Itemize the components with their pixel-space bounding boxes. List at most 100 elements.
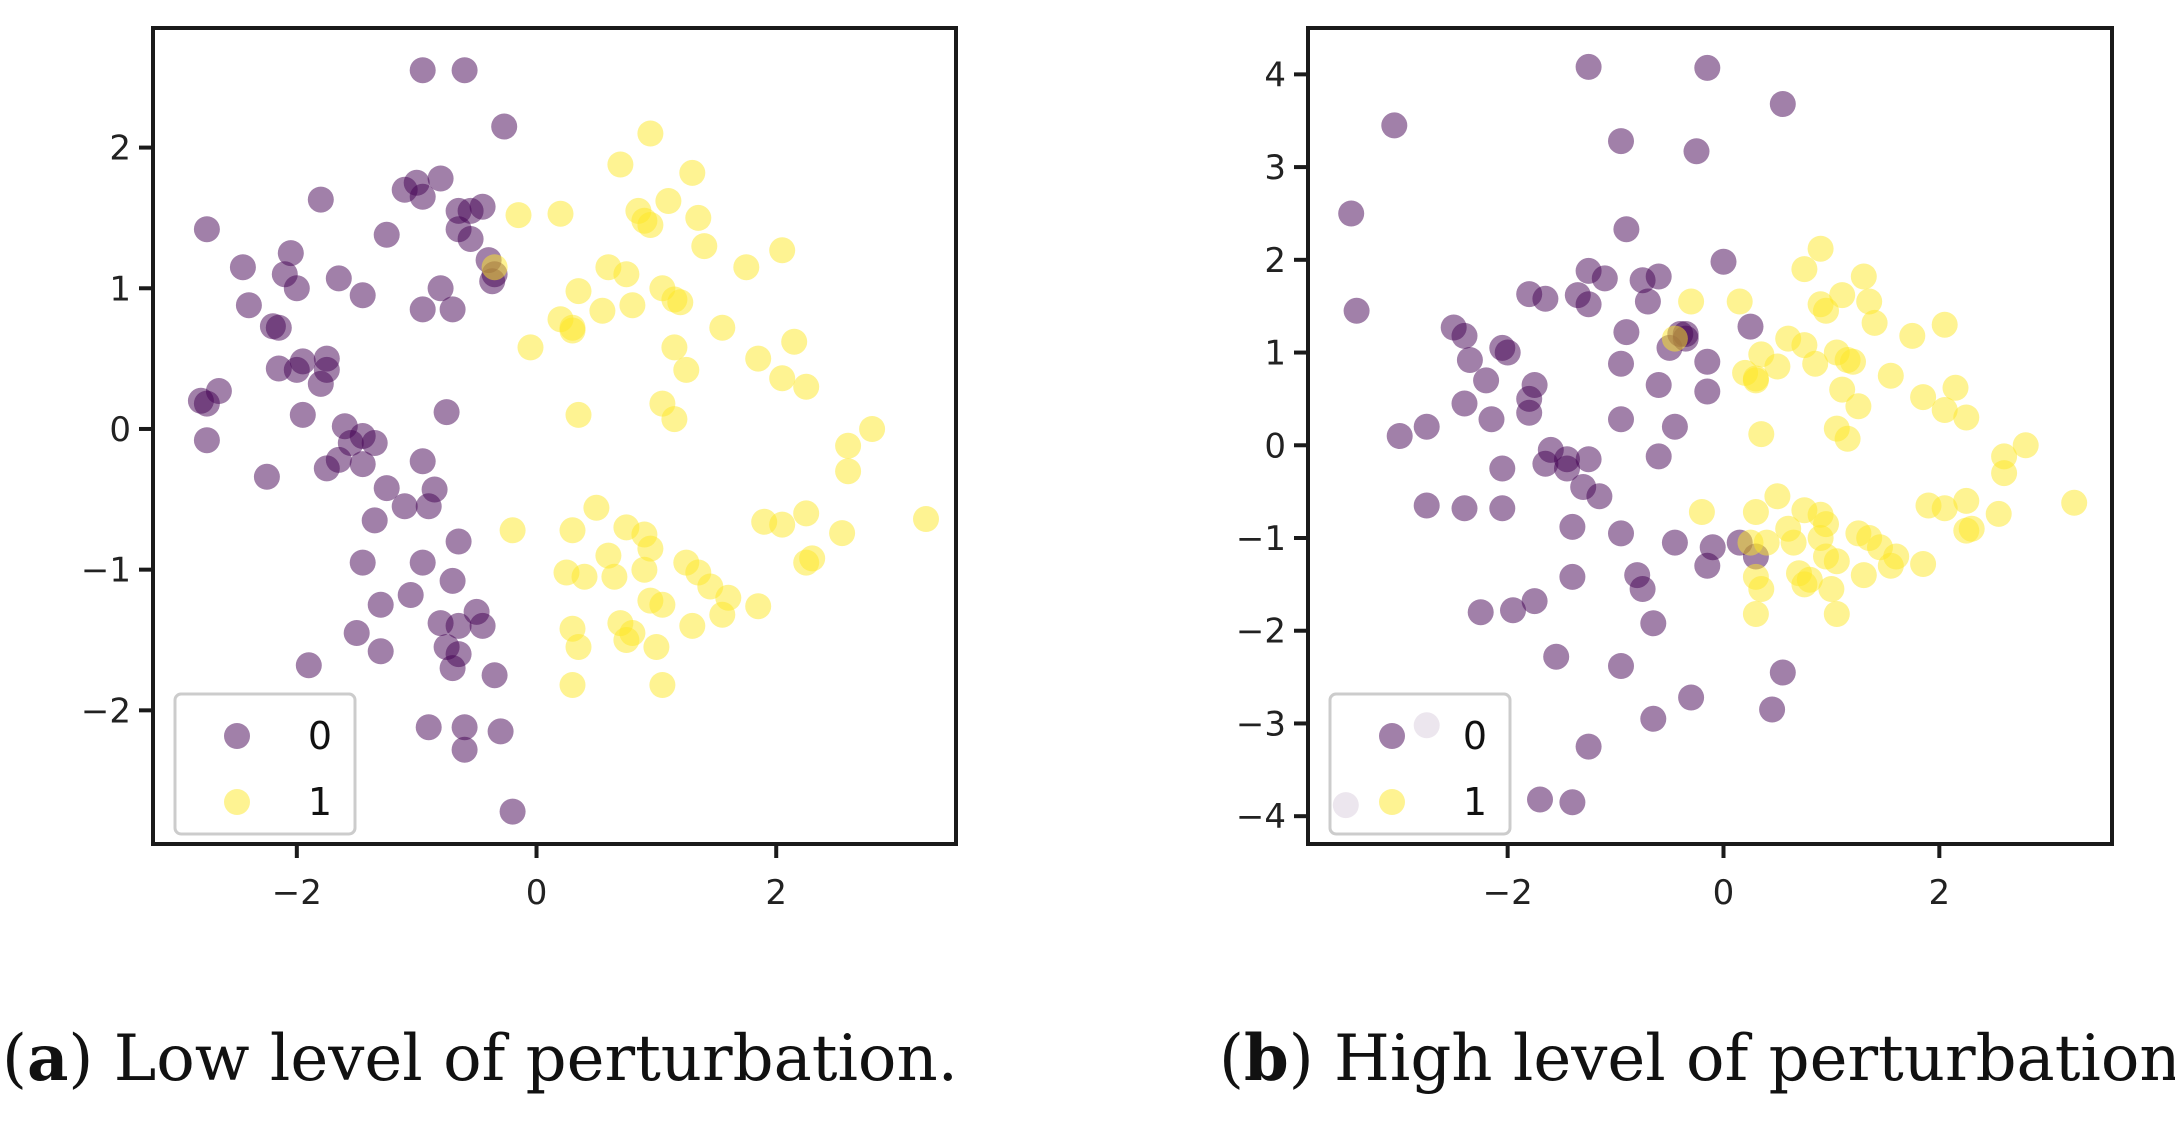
data-point-class-1 xyxy=(505,202,532,229)
data-point-class-1 xyxy=(571,563,598,590)
data-point-class-1 xyxy=(1931,311,1958,338)
data-point-class-0 xyxy=(1694,54,1721,81)
data-point-class-0 xyxy=(193,427,220,454)
data-point-class-0 xyxy=(1694,378,1721,405)
data-point-class-0 xyxy=(1575,446,1602,473)
caption-paren-open: ( xyxy=(2,1022,27,1096)
data-point-class-0 xyxy=(265,314,292,341)
data-point-class-0 xyxy=(481,662,508,689)
data-point-class-0 xyxy=(1489,495,1516,522)
data-point-class-0 xyxy=(415,714,442,741)
data-point-class-1 xyxy=(649,591,676,618)
data-point-class-1 xyxy=(1899,322,1926,349)
data-point-class-0 xyxy=(445,612,472,639)
data-point-class-0 xyxy=(1640,705,1667,732)
data-point-class-0 xyxy=(433,399,460,426)
data-point-class-1 xyxy=(2061,489,2088,516)
data-point-class-1 xyxy=(745,345,772,372)
data-point-class-0 xyxy=(1559,563,1586,590)
legend-box xyxy=(1328,692,1512,836)
data-point-class-0 xyxy=(451,736,478,763)
data-point-class-1 xyxy=(589,297,616,324)
caption-label: a xyxy=(27,1021,68,1096)
x-tick-label: 2 xyxy=(1929,873,1951,913)
y-tick-label: −2 xyxy=(81,691,131,731)
y-tick-label: 1 xyxy=(1264,334,1286,374)
data-point-class-1 xyxy=(691,233,718,260)
data-point-class-0 xyxy=(1413,492,1440,519)
data-point-class-0 xyxy=(409,57,436,84)
y-tick-label: 0 xyxy=(109,410,131,450)
data-point-class-0 xyxy=(1645,263,1672,290)
data-point-class-1 xyxy=(1877,552,1904,579)
data-point-class-0 xyxy=(193,216,220,243)
legend-box xyxy=(173,692,357,836)
caption-text: Low level of perturbation. xyxy=(93,1022,958,1096)
data-point-class-1 xyxy=(1688,499,1715,525)
data-point-class-0 xyxy=(367,591,394,618)
data-point-class-1 xyxy=(859,416,886,442)
data-point-class-0 xyxy=(1645,372,1672,398)
data-point-class-1 xyxy=(661,406,688,433)
caption-label: b xyxy=(1244,1021,1289,1096)
data-point-class-1 xyxy=(607,151,634,178)
data-point-class-0 xyxy=(1629,576,1656,602)
data-point-class-0 xyxy=(451,714,478,741)
data-point-class-1 xyxy=(1829,282,1856,309)
x-tick-label: −2 xyxy=(1483,873,1533,913)
data-point-class-1 xyxy=(1850,562,1877,589)
legend-label-0: 0 xyxy=(1463,714,1487,758)
data-point-class-0 xyxy=(1661,413,1688,440)
data-point-class-0 xyxy=(1451,495,1478,522)
data-point-class-0 xyxy=(361,430,388,456)
data-point-class-1 xyxy=(1807,235,1834,262)
data-point-class-0 xyxy=(1694,552,1721,579)
data-point-class-1 xyxy=(1818,576,1845,602)
data-point-class-1 xyxy=(1742,499,1769,525)
data-point-class-0 xyxy=(469,193,496,220)
data-point-class-1 xyxy=(565,278,592,305)
data-point-class-1 xyxy=(835,432,862,459)
data-point-class-0 xyxy=(409,183,436,210)
data-point-class-0 xyxy=(1500,597,1526,624)
data-point-class-1 xyxy=(631,556,658,583)
data-point-class-1 xyxy=(649,672,676,698)
data-point-class-1 xyxy=(1764,483,1791,510)
data-point-class-1 xyxy=(1748,576,1775,602)
figure-caption: (a) Low level of perturbation. xyxy=(2,1021,958,1096)
data-point-class-0 xyxy=(1613,319,1640,346)
data-point-class-0 xyxy=(349,549,376,576)
data-point-class-1 xyxy=(1742,601,1769,627)
data-point-class-1 xyxy=(1742,367,1769,394)
data-point-class-0 xyxy=(1640,610,1667,637)
data-point-class-0 xyxy=(1608,128,1634,155)
data-point-class-1 xyxy=(799,545,826,572)
data-point-class-0 xyxy=(373,221,400,248)
scatter-points xyxy=(1332,53,2088,819)
data-point-class-0 xyxy=(1645,443,1672,470)
legend-marker-1 xyxy=(1379,789,1405,815)
data-point-class-1 xyxy=(1823,548,1850,575)
y-tick-label: 3 xyxy=(1264,148,1286,188)
scatter-points xyxy=(187,57,939,825)
data-point-class-0 xyxy=(1575,291,1602,318)
data-point-class-1 xyxy=(1840,348,1866,375)
data-point-class-0 xyxy=(307,186,334,213)
data-point-class-0 xyxy=(1710,248,1737,275)
data-point-class-1 xyxy=(733,254,760,281)
data-point-class-1 xyxy=(1958,515,1985,542)
data-point-class-0 xyxy=(187,387,214,414)
data-point-class-0 xyxy=(1613,216,1640,243)
data-point-class-0 xyxy=(277,240,304,267)
data-point-class-0 xyxy=(397,582,424,608)
data-point-class-1 xyxy=(1942,374,1969,401)
data-point-class-1 xyxy=(709,314,736,341)
data-point-class-0 xyxy=(1559,789,1586,816)
data-point-class-0 xyxy=(1516,281,1543,308)
data-point-class-1 xyxy=(613,261,640,288)
data-point-class-0 xyxy=(1494,339,1521,366)
data-point-class-0 xyxy=(391,493,418,520)
data-point-class-0 xyxy=(253,463,280,490)
data-point-class-1 xyxy=(1764,353,1791,380)
data-point-class-1 xyxy=(481,254,508,281)
